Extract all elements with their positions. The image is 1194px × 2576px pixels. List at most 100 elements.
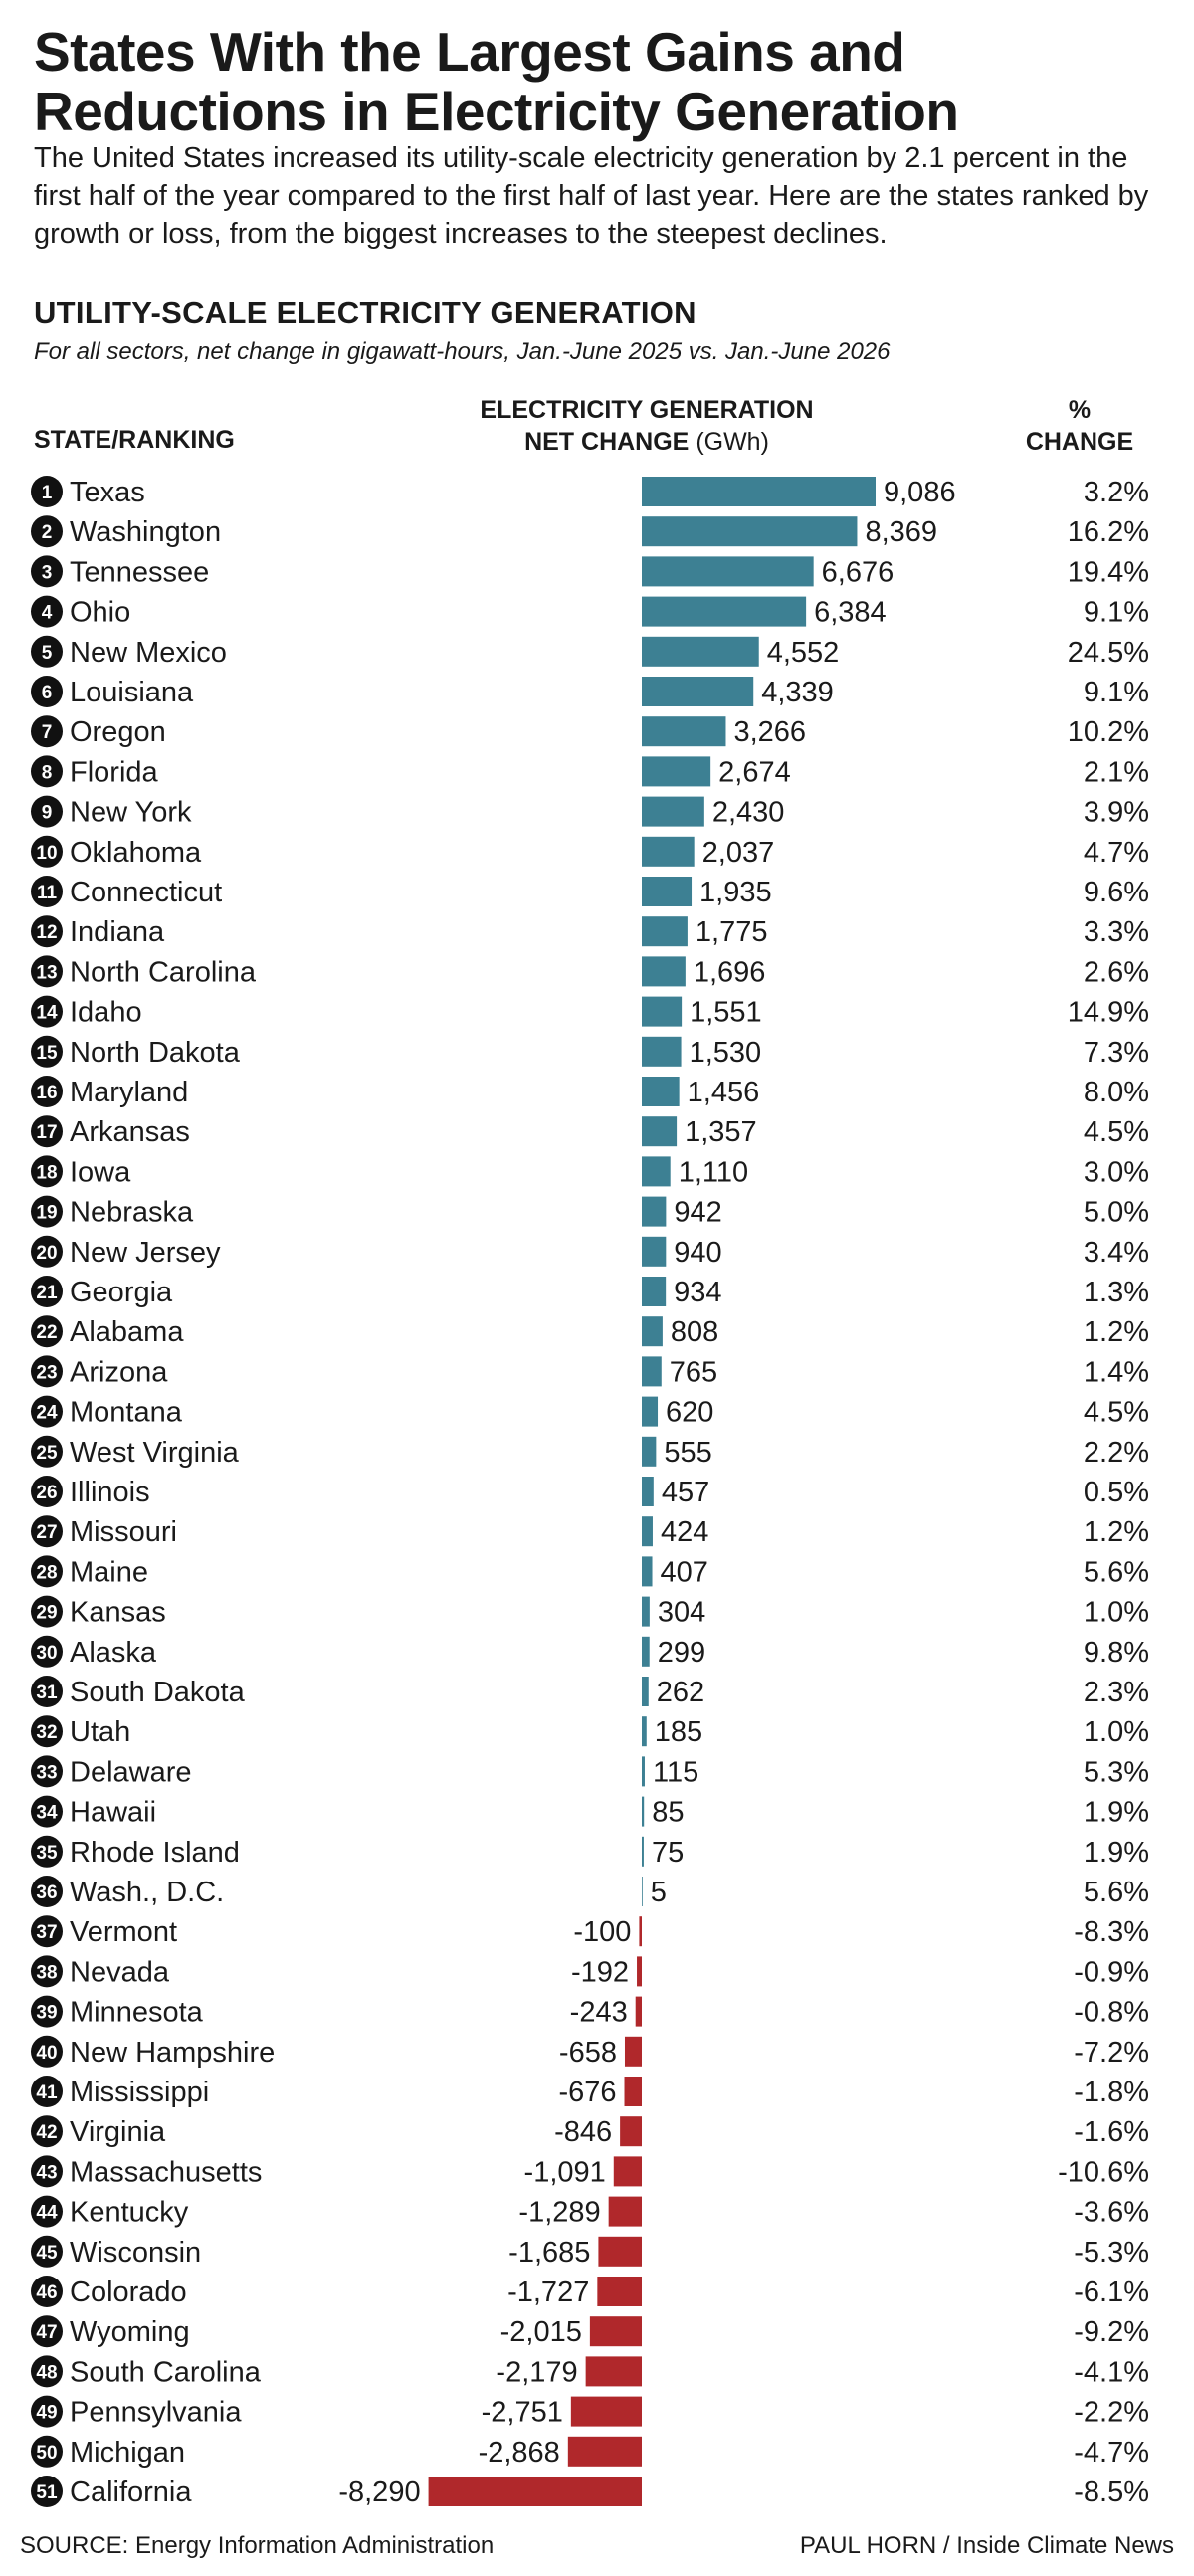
bar [642,596,807,627]
header-state-ranking: STATE/RANKING [34,426,235,454]
rank-badge [31,2355,63,2388]
rank-number: 28 [36,1562,57,1583]
section-title: UTILITY-SCALE ELECTRICITY GENERATION [34,296,696,330]
rank-badge [31,1955,63,1988]
rank-badge [31,1115,63,1148]
pct-change-label: -9.2% [1074,2316,1149,2348]
rank-number: 11 [37,883,58,903]
rank-number: 42 [36,2122,57,2143]
value-label: 808 [671,1316,718,1348]
bar [639,1916,642,1947]
value-label: 457 [662,1477,709,1508]
bar [598,2236,642,2267]
rank-badge [31,555,63,588]
rank-badge [31,755,63,788]
rank-number: 17 [36,1122,57,1143]
pct-change-label: 2.6% [1084,956,1149,988]
pct-change-label: 16.2% [1068,516,1149,548]
state-label: Iowa [70,1156,131,1188]
rank-badge [31,715,63,748]
section-subtitle: For all sectors, net change in gigawatt-… [34,338,891,365]
state-label: Wyoming [70,2316,190,2348]
value-label: -676 [558,2077,616,2108]
rank-number: 50 [36,2443,57,2464]
rank-badge [31,876,63,907]
rank-number: 33 [36,1762,57,1783]
rank-number: 46 [36,2282,57,2303]
pct-change-label: 9.1% [1084,677,1149,708]
value-label: 6,676 [822,556,895,588]
state-label: Texas [70,477,145,508]
state-label: South Dakota [70,1677,246,1708]
bar [642,1036,682,1067]
state-label: Utah [70,1716,130,1748]
pct-change-label: -2.2% [1074,2397,1149,2429]
bar [642,556,814,587]
value-label: -1,685 [508,2237,590,2269]
pct-change-label: 1.0% [1084,1597,1149,1629]
pct-change-label: 24.5% [1068,637,1149,669]
bar [642,877,693,906]
pct-change-label: 1.0% [1084,1716,1149,1748]
rank-number: 34 [36,1803,58,1824]
pct-change-label: 1.9% [1084,1837,1149,1869]
value-label: -1,091 [524,2156,606,2188]
rank-number: 14 [36,1003,58,1024]
value-label: 4,552 [767,637,840,669]
rank-badge [31,915,63,948]
bar [642,836,695,867]
rank-number: 20 [36,1243,57,1264]
rank-number: 25 [36,1443,58,1464]
state-label: Kentucky [70,2197,189,2229]
bar [428,2477,642,2506]
pct-change-label: 1.2% [1084,1316,1149,1348]
rank-badge [31,1276,63,1307]
value-label: -2,179 [496,2356,577,2388]
bar [642,1677,649,1706]
source-note: SOURCE: Energy Information Administratio… [20,2532,495,2559]
rank-badge [31,995,63,1028]
pct-change-label: 2.3% [1084,1677,1149,1708]
header-generation: ELECTRICITY GENERATION NET CHANGE (GWh) [428,394,866,458]
state-label: Nevada [70,1956,170,1988]
rank-badge [31,2395,63,2428]
rank-badge [31,1876,63,1907]
pct-change-label: -1.8% [1074,2077,1149,2108]
rank-badge [31,595,63,628]
state-label: North Carolina [70,956,257,988]
pct-change-label: 9.6% [1084,877,1149,908]
bar [642,1796,645,1827]
value-label: -8,290 [338,2477,420,2508]
rank-number: 24 [36,1403,58,1424]
state-label: Vermont [70,1916,177,1948]
value-label: 1,775 [696,916,768,948]
pct-change-label: -1.6% [1074,2116,1149,2148]
bar [642,716,726,747]
rank-number: 27 [36,1522,57,1543]
rank-badge [31,1076,63,1107]
value-label: 407 [661,1556,708,1588]
bar [642,796,704,827]
pct-change-label: -3.6% [1074,2197,1149,2229]
state-label: New Hampshire [70,2037,275,2069]
rank-number: 16 [36,1083,57,1103]
state-label: West Virginia [70,1437,240,1469]
state-label: Massachusetts [70,2156,262,2188]
pct-change-label: 19.4% [1068,556,1149,588]
rank-badge [31,2235,63,2268]
bar [589,2316,642,2347]
state-label: Idaho [70,997,142,1029]
value-label: -2,868 [479,2437,560,2469]
header-generation-line1: ELECTRICITY GENERATION [480,396,814,424]
rank-badge [31,635,63,668]
bar [642,1716,647,1747]
rank-number: 39 [36,2003,57,2024]
rank-number: 13 [36,962,57,983]
rank-badge [31,1835,63,1868]
value-label: -2,751 [482,2397,563,2429]
bar [570,2396,642,2427]
pct-change-label: -8.3% [1074,1916,1149,1948]
rank-number: 26 [36,1483,57,1503]
rank-badge [31,2195,63,2228]
bar [585,2356,642,2387]
